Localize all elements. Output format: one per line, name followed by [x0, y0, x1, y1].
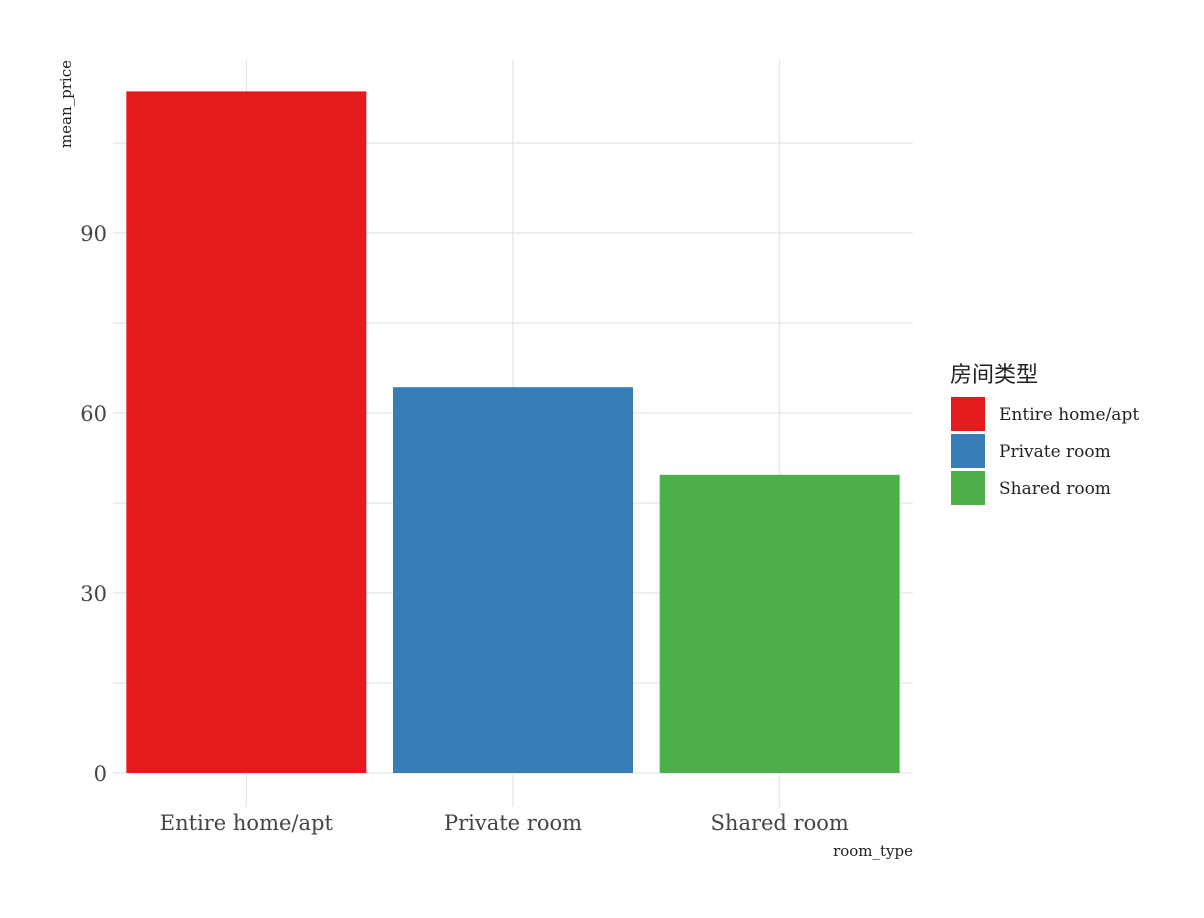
legend-key	[951, 471, 985, 505]
x-tick-label: Private room	[444, 811, 582, 835]
bar	[393, 387, 633, 773]
legend-key	[951, 434, 985, 468]
legend-key	[951, 397, 985, 431]
bar	[126, 91, 367, 773]
bar	[659, 474, 900, 773]
y-axis-title: mean_price	[57, 60, 75, 148]
x-tick-label: Entire home/apt	[160, 811, 334, 835]
legend-label: Entire home/apt	[999, 405, 1139, 425]
y-tick-label: 30	[80, 582, 107, 606]
y-tick-label: 60	[80, 402, 107, 426]
legend: 房间类型 Entire home/apt Private room Shared r…	[950, 363, 1139, 505]
axes: mean_price room_type 0 30 60 90 Entire home/…	[57, 60, 913, 860]
y-tick-label: 90	[80, 222, 107, 246]
bars	[126, 91, 900, 773]
y-tick-label: 0	[94, 762, 107, 786]
x-axis-title: room_type	[833, 842, 913, 860]
legend-label: Private room	[999, 442, 1111, 462]
x-tick-label: Shared room	[711, 811, 849, 835]
legend-label: Shared room	[999, 479, 1111, 499]
legend-title: 房间类型	[950, 363, 1038, 388]
